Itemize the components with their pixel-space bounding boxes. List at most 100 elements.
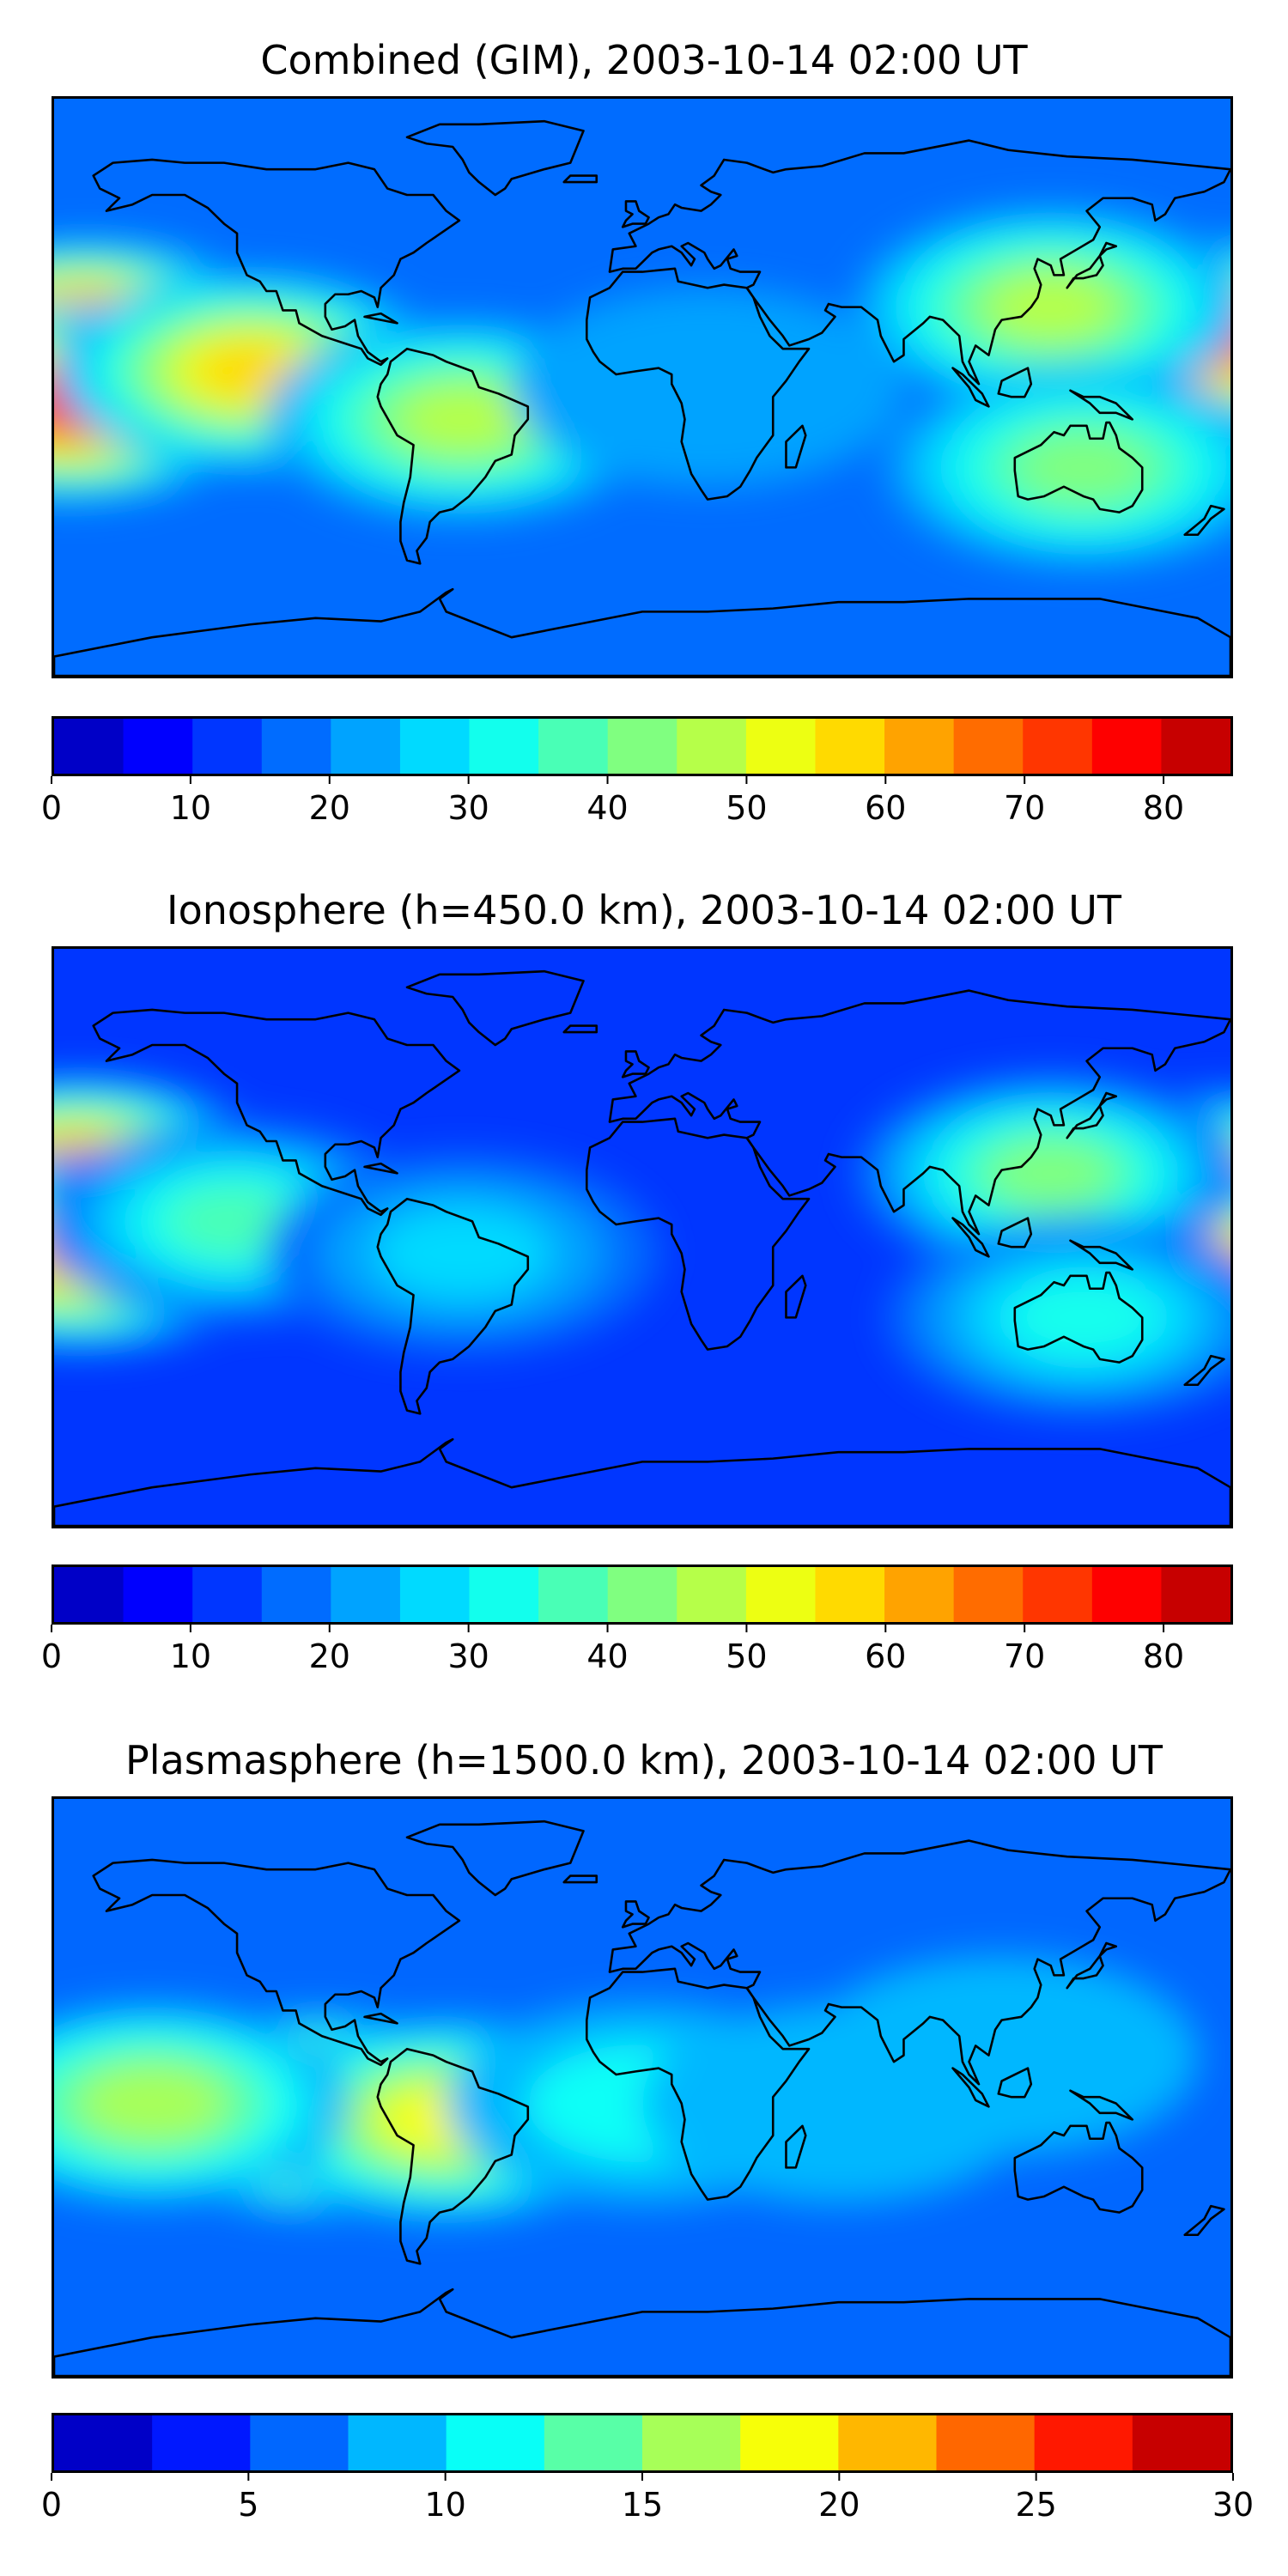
coastline <box>1066 1941 1118 1990</box>
coastline <box>1013 1271 1144 1364</box>
colorbar-segment <box>815 719 885 774</box>
colorbar-segment <box>348 2415 447 2470</box>
colorbar-segment <box>331 719 401 774</box>
colorbar-tick-label: 30 <box>447 789 489 827</box>
colorbar-segment <box>745 1567 817 1622</box>
panel3-title: Plasmasphere (h=1500.0 km), 2003-10-14 0… <box>125 1737 1163 1783</box>
coastline <box>363 2012 398 2025</box>
colorbar-segment <box>399 1567 471 1622</box>
panel2-map-svg <box>54 949 1230 1526</box>
coastline <box>951 1217 990 1258</box>
coastline <box>562 1024 598 1034</box>
colorbar-tick-label: 0 <box>41 789 62 827</box>
colorbar-tick-label: 70 <box>1004 789 1045 827</box>
colorbar-segment <box>54 719 125 774</box>
colorbar-segment <box>1091 719 1163 774</box>
coastline <box>951 367 990 408</box>
colorbar-segment <box>331 1567 401 1622</box>
panel1-title: Combined (GIM), 2003-10-14 02:00 UT <box>260 37 1028 83</box>
colorbar-tick-label: 10 <box>170 789 211 827</box>
coastline <box>1183 2204 1225 2237</box>
colorbar-segment <box>607 719 677 774</box>
colorbar-tick-label: 50 <box>726 789 767 827</box>
panel2-colorbar-ticks: 0 10 20 30 40 50 60 70 80 <box>41 1625 1233 1676</box>
colorbar-tick-label: 60 <box>865 789 906 827</box>
colorbar-segment <box>152 2415 251 2470</box>
colorbar-segment <box>1161 1567 1230 1622</box>
panel3-map <box>52 1796 1233 2379</box>
colorbar-segment <box>1034 2415 1133 2470</box>
coastline <box>621 1900 650 1929</box>
coastline <box>54 2287 1230 2376</box>
coastline <box>376 1197 530 1415</box>
coastline <box>405 119 585 197</box>
contour-blob-4 <box>195 342 305 400</box>
colorbar-segment <box>123 719 193 774</box>
colorbar-segment <box>1161 719 1230 774</box>
coastline <box>1069 2089 1134 2121</box>
colorbar-segment <box>54 1567 125 1622</box>
colorbar-segment <box>192 1567 263 1622</box>
colorbar-tick-label: 40 <box>586 789 628 827</box>
colorbar-segment <box>953 719 1024 774</box>
coastline <box>92 1858 461 2067</box>
colorbar-segment <box>815 1567 885 1622</box>
coastline <box>997 1217 1033 1249</box>
colorbar-segment <box>261 1567 331 1622</box>
coastline <box>376 2047 530 2265</box>
colorbar-segment <box>544 2415 643 2470</box>
coastline <box>951 2067 990 2108</box>
colorbar-segment <box>740 2415 839 2470</box>
contour-blob-4 <box>167 1186 301 1256</box>
colorbar-tick-label: 0 <box>41 2486 62 2524</box>
coastline <box>1013 421 1144 513</box>
coastline <box>1066 241 1118 289</box>
colorbar-segment <box>538 1567 609 1622</box>
coastline <box>785 1274 807 1319</box>
colorbar-tick-label: 20 <box>309 1637 350 1675</box>
colorbar-segment <box>953 1567 1024 1622</box>
colorbar-tick-label: 70 <box>1004 1637 1045 1675</box>
colorbar-segment <box>1023 1567 1093 1622</box>
colorbar-tick-label: 50 <box>726 1637 767 1675</box>
colorbar-tick-label: 25 <box>1015 2486 1056 2524</box>
colorbar-segment <box>936 2415 1036 2470</box>
panel1-map-svg <box>54 99 1230 676</box>
coastline <box>92 1008 461 1217</box>
panel1-map <box>52 96 1233 678</box>
colorbar-segment <box>469 719 539 774</box>
coastline <box>785 424 807 469</box>
colorbar-tick-label: 80 <box>1143 1637 1184 1675</box>
colorbar-segment <box>884 719 955 774</box>
panel2-title: Ionosphere (h=450.0 km), 2003-10-14 02:0… <box>167 887 1121 933</box>
colorbar-segment <box>838 2415 938 2470</box>
panel3-colorbar-ticks: 0 5 10 15 20 25 30 <box>41 2473 1254 2524</box>
colorbar-segment <box>469 1567 539 1622</box>
colorbar-segment <box>642 2415 741 2470</box>
colorbar-tick-label: 30 <box>447 1637 489 1675</box>
colorbar-segment <box>54 2415 153 2470</box>
colorbar-segment <box>745 719 817 774</box>
coastline <box>608 139 1230 386</box>
coastline <box>585 1117 811 1351</box>
contour-blob-8 <box>511 288 905 487</box>
colorbar-segment <box>1091 1567 1163 1622</box>
coastline <box>585 267 811 501</box>
coastline <box>54 1437 1230 1526</box>
colorbar-segment <box>1023 719 1093 774</box>
coastline <box>608 989 1230 1236</box>
colorbar-segment <box>1132 2415 1230 2470</box>
colorbar-tick-label: 40 <box>586 1637 628 1675</box>
panel3-map-svg <box>54 1799 1230 2376</box>
contour-blob-5 <box>805 1955 1199 2155</box>
contour-blob-5 <box>989 1140 1113 1206</box>
colorbar-tick-label: 60 <box>865 1637 906 1675</box>
panel3-colorbar <box>52 2413 1233 2473</box>
panel2-map <box>52 946 1233 1528</box>
colorbar-tick-label: 30 <box>1212 2486 1254 2524</box>
coastline <box>562 1874 598 1884</box>
coastline <box>1069 389 1134 421</box>
colorbar-segment <box>446 2415 545 2470</box>
coastline <box>608 1839 1230 2086</box>
colorbar-segment <box>677 1567 747 1622</box>
